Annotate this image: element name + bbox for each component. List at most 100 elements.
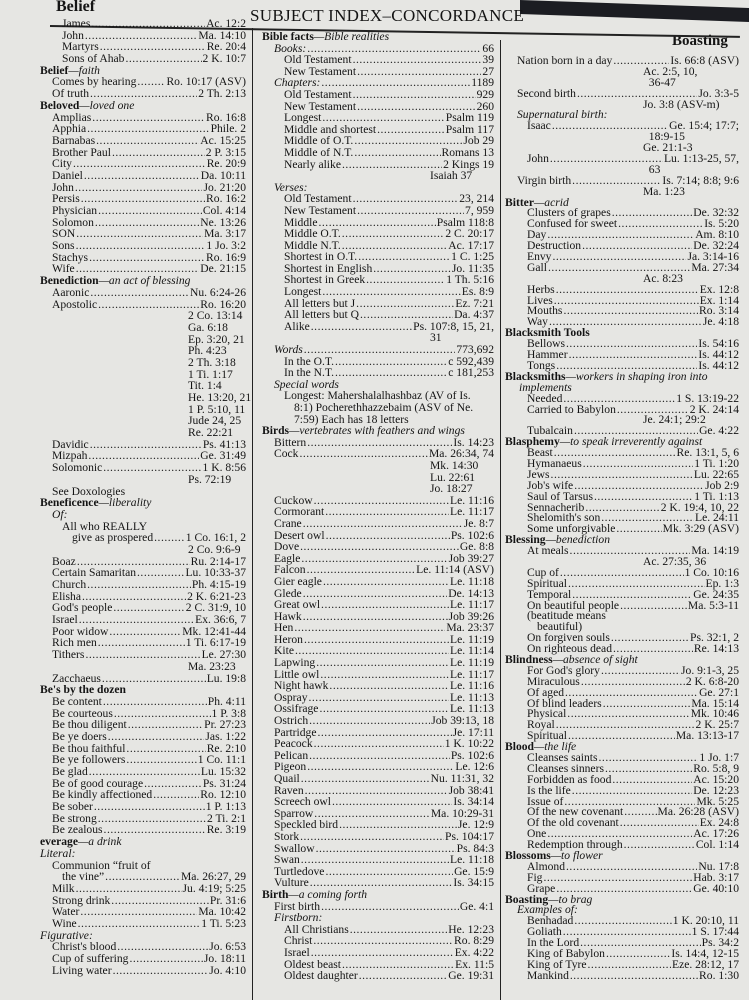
scripture-reference: Jo. 4:10 xyxy=(209,963,246,977)
heading-term: Bible facts xyxy=(262,30,314,43)
index-entry: God's people 2 C. 31:9, 10 xyxy=(40,602,250,614)
scripture-reference: Ju. 4:19; 5:25 xyxy=(182,881,246,895)
dot-leader xyxy=(611,633,689,644)
subheading: Examples of: xyxy=(505,904,743,916)
continued-reference: Re. 22:21 xyxy=(40,427,250,439)
dot-leader xyxy=(311,321,412,333)
heading-definition: —liberality xyxy=(98,496,152,510)
entry-label: Hymanaeus xyxy=(527,456,582,470)
entry-label: Envy xyxy=(527,250,552,264)
entry-label: Be content xyxy=(52,694,102,708)
dot-leader xyxy=(566,862,697,873)
index-entry: give as prospered 1 Co. 16:1, 2 xyxy=(40,532,250,544)
index-entry: Raven Job 38:41 xyxy=(262,783,498,797)
heading-term: Boasting xyxy=(505,892,549,906)
index-entry: Davidic Ps. 41:13 xyxy=(40,439,250,451)
continued-reference: 2 Co. 9:6-9 xyxy=(40,544,250,556)
entry-label: Vulture xyxy=(274,876,309,890)
index-entry: King of Babylon Is. 14:4, 12-15 xyxy=(505,948,743,960)
entry-label: Poor widow xyxy=(52,624,109,638)
continued-reference: Tit. 1:4 xyxy=(40,380,250,392)
entry-label: Be courteous xyxy=(52,706,113,720)
entry-label: For God's glory xyxy=(527,663,600,677)
scripture-reference: 31 xyxy=(430,331,442,345)
index-entry: Daniel Da. 10:11 xyxy=(40,170,250,182)
scripture-reference: 2 C. 31:9, 10 xyxy=(185,601,246,615)
subheading-text: Firstborn: xyxy=(274,911,323,925)
entry-label: Old Testament xyxy=(284,192,352,206)
index-heading: Beneficence —liberality xyxy=(40,497,250,509)
scripture-reference: Ma. 10:42 xyxy=(198,905,246,919)
scripture-reference: Re. 20:9 xyxy=(206,157,246,171)
heading-definition: —a drink xyxy=(77,835,122,849)
index-entry: Be glad Lu. 15:32 xyxy=(40,766,250,778)
continued-reference: Ac. 27:35, 36 xyxy=(505,556,743,568)
index-entry: Cup of suffering Jo. 18:11 xyxy=(40,953,250,965)
scripture-reference: Mk. 10:46 xyxy=(690,707,739,721)
entry-label: Solomon xyxy=(52,215,94,229)
index-entry: Chapters: 1189 xyxy=(262,77,498,89)
subheading: Of: xyxy=(40,509,250,521)
scripture-reference: Jo. 9:1-3, 25 xyxy=(681,663,739,677)
index-entry: Kite Le. 11:14 xyxy=(262,645,498,657)
subheading-text: Figurative: xyxy=(40,928,93,942)
index-entry: Royal 2 K. 25:7 xyxy=(505,719,743,731)
entry-label: Raven xyxy=(274,783,304,797)
index-column-1: James Ac. 12:2 John Ma. 14:10 Martyrs Re. 20:… xyxy=(40,18,251,977)
scripture-reference: Ge. 24:35 xyxy=(693,587,739,601)
entry-label: Zacchaeus xyxy=(52,671,101,685)
entry-label: Be thou faithful xyxy=(52,741,126,755)
dot-leader xyxy=(342,959,454,971)
entry-label: Sparrow xyxy=(274,806,314,820)
scripture-reference: De. 14:13 xyxy=(448,586,494,600)
dot-leader xyxy=(601,666,680,677)
index-entry: Aaronic Nu. 6:24-26 xyxy=(40,287,250,299)
entry-label: Nearly alike xyxy=(284,157,341,171)
scripture-reference: Ma. 1:23 xyxy=(643,184,685,198)
entry-label: Middle xyxy=(284,215,318,229)
scripture-reference: Is. 5:20 xyxy=(704,217,739,231)
index-entry: Bellows Is. 54:16 xyxy=(505,338,743,350)
entry-label: Of aged xyxy=(527,685,565,699)
dot-leader xyxy=(129,953,202,965)
scripture-reference: Job 39:13, 18 xyxy=(431,714,494,728)
dot-leader xyxy=(98,637,185,649)
entry-label: Carried to Babylon xyxy=(527,402,616,416)
dot-leader xyxy=(605,764,692,775)
index-heading: Blasphemy —to speak irreverently against xyxy=(505,436,743,448)
entry-label: In the Lord xyxy=(527,936,580,950)
heading-term: Bitter xyxy=(505,195,534,209)
dot-leader xyxy=(154,532,185,544)
scripture-reference: Le. 12:6 xyxy=(455,760,494,774)
scripture-reference: Ru. 2:14-17 xyxy=(190,554,246,568)
scripture-reference: Ro. 16:8 xyxy=(206,110,246,124)
entry-label: Martyrs xyxy=(62,40,99,54)
entry-label: Second birth xyxy=(517,86,576,100)
index-entry: Be of good courage Ps. 31:24 xyxy=(40,777,250,790)
index-entry: All letters but Q Da. 4:37 xyxy=(262,309,498,321)
entry-label: Mizpah xyxy=(52,449,88,463)
dot-leader xyxy=(342,159,442,171)
continued-reference: Ps. 72:19 xyxy=(40,474,250,486)
scripture-reference: Je. 12:9 xyxy=(457,818,494,832)
entry-label: give as prospered xyxy=(72,531,154,545)
heading-definition: —an act of blessing xyxy=(98,274,191,288)
index-heading: Bitter —acrid xyxy=(505,195,743,209)
scripture-reference: Le. 11:17 xyxy=(449,667,494,681)
scripture-reference: Ac. 8:23 xyxy=(643,271,683,285)
scripture-reference: Ge. 4:22 xyxy=(699,424,739,438)
entry-label: Brother Paul xyxy=(52,145,111,159)
dot-leader xyxy=(299,448,427,460)
index-entry: Strong drink Pr. 31:6 xyxy=(40,894,250,907)
continued-reference: Ge. 21:1-3 xyxy=(505,142,743,154)
entry-label: Middle of N.T. xyxy=(284,145,354,159)
entry-label: Solomonic xyxy=(52,461,103,475)
dot-leader xyxy=(96,135,199,147)
entry-label: Elisha xyxy=(52,589,81,603)
scripture-reference: Re. 20:4 xyxy=(206,40,246,54)
entry-label: Living water xyxy=(52,963,112,977)
dot-leader xyxy=(78,918,201,930)
dot-leader xyxy=(301,854,449,866)
scripture-reference: Ro. 1:30 xyxy=(699,968,739,982)
scripture-reference: Is. 34:14 xyxy=(453,795,494,809)
